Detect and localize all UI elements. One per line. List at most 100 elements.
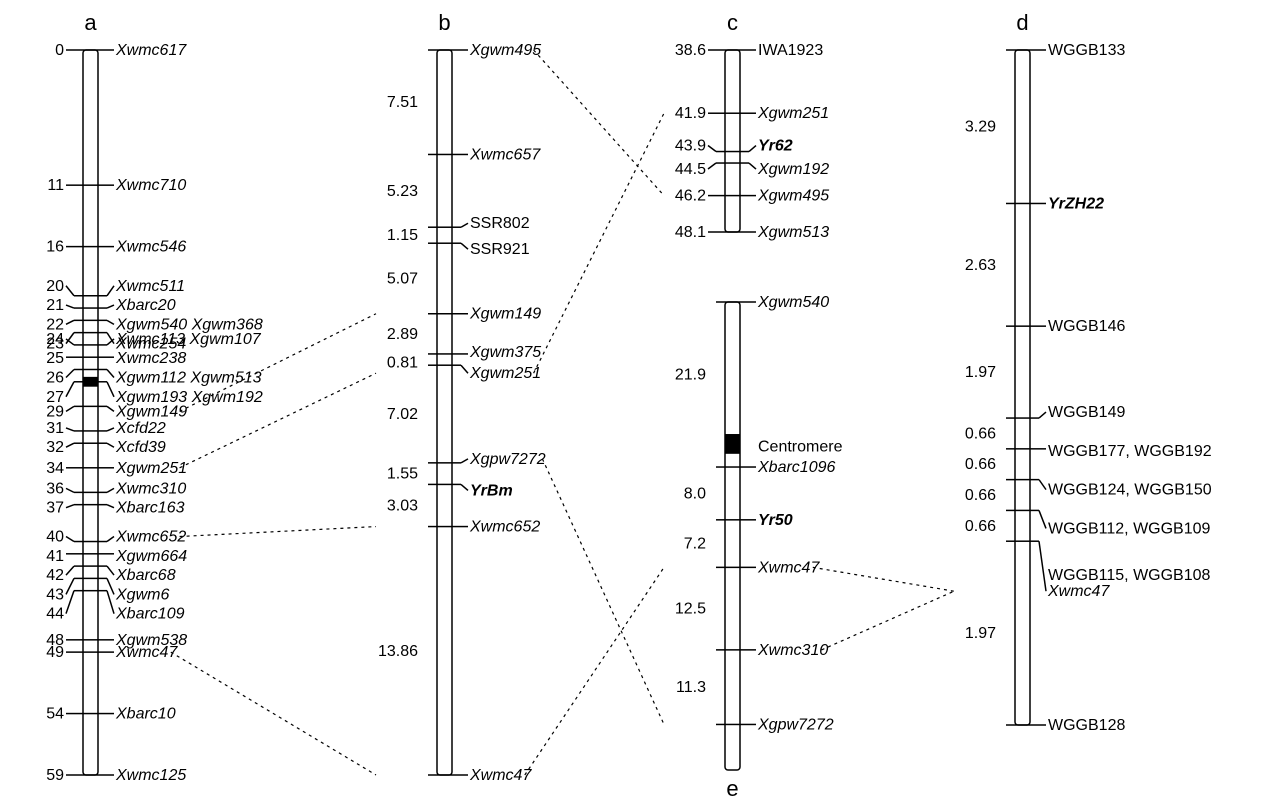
linkage-map-figure: aXwmc6170Xwmc71011Xwmc54616Xwmc51120Xbar…	[0, 0, 1269, 802]
pos-c_Xgwm251: 41.9	[675, 105, 706, 122]
synteny-lines	[171, 50, 954, 775]
linkage-map-b: bXgwm495Xwmc657SSR802SSR921Xgwm149Xgwm37…	[378, 10, 546, 784]
interval-d-0.66: 0.66	[965, 456, 996, 473]
marker-b_YrBm: YrBm	[470, 482, 513, 499]
marker-d_WGGB177: WGGB177, WGGB192	[1048, 443, 1212, 460]
interval-b-7.51: 7.51	[387, 94, 418, 111]
map-title-a: a	[84, 10, 97, 35]
interval-b-7.02: 7.02	[387, 406, 418, 423]
interval-b-5.07: 5.07	[387, 270, 418, 287]
marker-b_Xgwm149: Xgwm149	[469, 306, 541, 323]
marker-e_Xwmc310: Xwmc310	[757, 642, 828, 659]
marker-a_Xgwm251: Xgwm251	[115, 460, 187, 477]
marker-d_Xwmc47: Xwmc47	[1047, 583, 1110, 600]
interval-e-7.2: 7.2	[684, 536, 706, 553]
synteny-b_Xwmc47-e_Xwmc47	[525, 567, 664, 775]
interval-d-0.66: 0.66	[965, 425, 996, 442]
marker-a_Xbarc68: Xbarc68	[115, 567, 176, 584]
synteny-b_Xgwm495-c_Xgwm495	[534, 50, 664, 196]
synteny-b_Xgpw7272-e_Xgpw7272	[542, 459, 664, 725]
pos-a_Xwmc546: 16	[46, 239, 64, 256]
synteny-a_Xgwm251-b_Xgwm251	[180, 373, 376, 468]
pos-a_Xwmc310: 36	[46, 480, 64, 497]
marker-a_Xgwm664: Xgwm664	[115, 548, 187, 565]
interval-d-0.66: 0.66	[965, 487, 996, 504]
marker-c_Xgwm192: Xgwm192	[757, 161, 829, 178]
marker-e_Xgwm540: Xgwm540	[757, 294, 829, 311]
map-title-b: b	[438, 10, 450, 35]
marker-b_Xgwm375: Xgwm375	[469, 344, 541, 361]
map-title-c: c	[727, 10, 738, 35]
marker-b_Xgwm251: Xgwm251	[469, 365, 541, 382]
synteny-a_Xwmc652-b_Xwmc652	[180, 527, 376, 537]
interval-b-0.81: 0.81	[387, 355, 418, 372]
interval-d-1.97: 1.97	[965, 364, 996, 381]
marker-a_Xwmc310: Xwmc310	[115, 480, 186, 497]
marker-a_Xwmc710: Xwmc710	[115, 177, 186, 194]
interval-b-1.55: 1.55	[387, 466, 418, 483]
synteny-b_Xgwm251-c_Xgwm251	[534, 113, 664, 373]
marker-a_Xwmc113: Xwmc113 Xgwm107	[115, 331, 262, 348]
marker-b_Xwmc47: Xwmc47	[469, 767, 532, 784]
pos-a_Xwmc511: 20	[46, 278, 64, 295]
pos-a_Xgwm664: 41	[46, 548, 64, 565]
marker-a_Xgwm112: Xgwm112 Xgwm513	[115, 369, 262, 386]
marker-a_Xwmc238: Xwmc238	[115, 350, 186, 367]
pos-a_Xbarc109: 44	[46, 606, 64, 623]
pos-c_Xgwm495: 46.2	[675, 188, 706, 205]
interval-d-2.63: 2.63	[965, 257, 996, 274]
marker-a_Xwmc511: Xwmc511	[115, 278, 185, 295]
marker-c_Xgwm251: Xgwm251	[757, 105, 829, 122]
pos-a_Xwmc238: 25	[46, 350, 64, 367]
marker-d_WGGB112: WGGB112, WGGB109	[1048, 520, 1211, 537]
pos-c_Xgwm513: 48.1	[675, 224, 706, 241]
map-title-d: d	[1016, 10, 1028, 35]
marker-a_Xbarc10: Xbarc10	[115, 706, 176, 723]
synteny-a_Xwmc47-b_Xwmc47	[171, 652, 376, 775]
marker-d_WGGB115: WGGB115, WGGB108	[1048, 567, 1211, 584]
linkage-map-d: dWGGB133YrZH22WGGB146WGGB149WGGB177, WGG…	[965, 10, 1212, 734]
marker-d_WGGB133: WGGB133	[1048, 42, 1125, 59]
pos-a_Xgwm251: 34	[46, 460, 64, 477]
linkage-map-e: eXgwm540CentromereXbarc1096Yr50Xwmc47Xwm…	[675, 294, 843, 801]
marker-c_IWA1923: IWA1923	[758, 42, 823, 59]
interval-d-0.66: 0.66	[965, 518, 996, 535]
marker-e_Centro: Centromere	[758, 439, 843, 456]
pos-a_Xwmc617: 0	[55, 42, 64, 59]
marker-a_Xgwm6: Xgwm6	[115, 586, 169, 603]
pos-c_IWA1923: 38.6	[675, 42, 706, 59]
marker-a_Xwmc47: Xwmc47	[115, 644, 178, 661]
marker-a_Xbarc20: Xbarc20	[115, 297, 176, 314]
pos-a_Xcfd22: 31	[46, 420, 64, 437]
pos-a_Xgwm149: 29	[46, 403, 64, 420]
marker-b_Xgpw7272: Xgpw7272	[469, 451, 546, 468]
marker-a_Xbarc109: Xbarc109	[115, 606, 185, 623]
interval-e-11.3: 11.3	[676, 679, 706, 696]
marker-d_YrZH22: YrZH22	[1048, 195, 1104, 212]
pos-a_Xwmc652: 40	[46, 529, 64, 546]
pos-c_Xgwm192: 44.5	[675, 161, 706, 178]
marker-b_Xgwm495: Xgwm495	[469, 42, 541, 59]
interval-b-1.15: 1.15	[387, 227, 418, 244]
marker-a_Xwmc652: Xwmc652	[115, 529, 186, 546]
pos-c_Yr62: 43.9	[675, 138, 706, 155]
marker-b_SSR921: SSR921	[470, 241, 530, 258]
interval-e-8.0: 8.0	[684, 485, 706, 502]
pos-a_Xgwm112: 26	[46, 369, 64, 386]
marker-c_Xgwm513: Xgwm513	[757, 224, 829, 241]
marker-e_Xbarc1096: Xbarc1096	[757, 459, 835, 476]
interval-b-3.03: 3.03	[387, 497, 418, 514]
pos-a_Xbarc10: 54	[46, 706, 64, 723]
interval-b-13.86: 13.86	[378, 643, 418, 660]
marker-a_Xgwm149: Xgwm149	[115, 403, 187, 420]
marker-b_Xwmc652: Xwmc652	[469, 519, 540, 536]
marker-d_WGGB128: WGGB128	[1048, 717, 1125, 734]
linkage-map-c: cIWA192338.6Xgwm25141.9Yr6243.9Xgwm19244…	[675, 10, 829, 241]
pos-a_Xbarc20: 21	[46, 297, 64, 314]
pos-a_Xgwm6: 43	[46, 586, 64, 603]
pos-a_Xbarc163: 37	[46, 500, 64, 517]
interval-d-1.97: 1.97	[965, 625, 996, 642]
marker-b_Xwmc657: Xwmc657	[469, 146, 541, 163]
interval-e-21.9: 21.9	[675, 366, 706, 383]
marker-d_WGGB149: WGGB149	[1048, 404, 1125, 421]
